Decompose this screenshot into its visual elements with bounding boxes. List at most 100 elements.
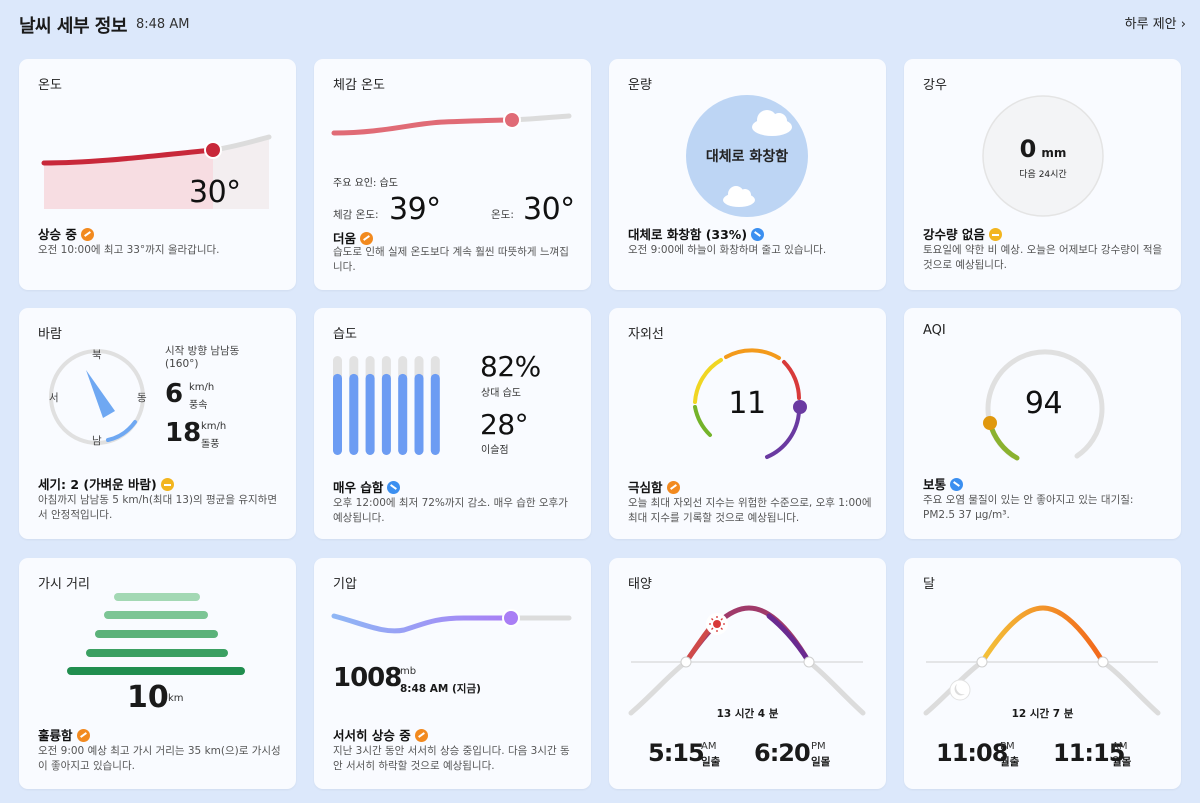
humidity-desc: 오후 12:00에 최저 72%까지 감소. 매우 습한 오후가 예상됩니다.	[333, 497, 568, 524]
chevron-right-icon: ›	[1180, 17, 1186, 32]
trend-up-icon	[414, 729, 428, 742]
rain-amount-value: 0	[1019, 135, 1037, 163]
trend-down-icon	[387, 481, 401, 494]
aqi-desc: 주요 오염 물질이 있는 안 좋아지고 있는 대기질: PM2.5 37 μg/…	[923, 494, 1134, 521]
wind-status: 세기: 2 (가벼운 바람)	[38, 474, 174, 493]
wind-gust-label: 돌풍	[201, 439, 220, 450]
humidity-value: 82%	[480, 350, 541, 383]
aqi-card[interactable]: AQI 94 보통 주요 오염 물질이 있는 안 좋아지고 있는 대기질: PM…	[904, 308, 1181, 539]
card-title: 가시 거리	[38, 577, 90, 592]
temperature-card[interactable]: 온도 30° 상승 중 오전 10:00에 최고 33°까지 올라갑니다.	[19, 59, 296, 290]
feels-status: 더움	[333, 228, 374, 247]
visibility-value: 10	[127, 680, 169, 715]
cloud-status: 대체로 화창함 (33%)	[628, 224, 765, 243]
feels-label: 체감 온도:	[333, 209, 379, 221]
wind-direction: 시작 방향 남남동	[165, 345, 240, 357]
humidity-bar-fill	[349, 373, 359, 455]
sunset-time: 6:20	[754, 739, 811, 767]
trend-down-icon	[751, 228, 765, 241]
wind-desc: 아침까지 남남동 5 km/h(최대 13)의 평균을 유지하면서 안정적입니다…	[38, 494, 277, 521]
daily-suggestion-link[interactable]: 하루 제안 ›	[1125, 13, 1186, 32]
visibility-card[interactable]: 가시 거리 10 km 훌륭함 오전 9:00 예상 최고 가시 거리는 35 …	[19, 558, 296, 789]
temp-value: 30°	[523, 192, 575, 227]
rain-card[interactable]: 강우 0 mm 다음 24시간 강수량 없음 토요일에 약한 비 예상. 오늘은…	[904, 59, 1181, 290]
wind-degrees: (160°)	[165, 358, 199, 370]
wind-card[interactable]: 바람 북 서 동 남 시작 방향 남남동 (160°) 6 km/h 풍속 18…	[19, 308, 296, 539]
humidity-bar-fill	[430, 373, 440, 455]
wind-speed-unit: km/h	[189, 382, 215, 393]
feels-desc: 습도로 인해 실제 온도보다 계속 훨씬 따뜻하게 느껴집니다.	[333, 246, 569, 273]
status-label: 매우 습함	[333, 480, 384, 495]
cloud-card[interactable]: 운량 대체로 화창함 대체로 화창함 (33%) 오전 9:00에 하늘이 화창…	[609, 59, 886, 290]
cloud-cover-graphic	[686, 95, 808, 217]
cloud-desc: 오전 9:00에 하늘이 화창하며 줄고 있습니다.	[628, 244, 827, 256]
moonrise-label: 월출	[1000, 756, 1020, 768]
humidity-bar-fill	[365, 373, 375, 455]
rain-amount-unit: mm	[1041, 146, 1067, 160]
status-label: 더움	[333, 231, 357, 246]
compass-north: 북	[92, 349, 102, 361]
sun-duration: 13 시간 4 분	[716, 708, 779, 720]
sunset-ampm: PM	[811, 741, 826, 752]
feels-like-card[interactable]: 체감 온도 주요 요인: 습도 체감 온도: 39° 온도: 30° 더움 습도…	[314, 59, 591, 290]
trend-up-icon	[76, 729, 90, 742]
trend-up-icon	[666, 481, 680, 494]
moonrise-time: 11:08	[936, 739, 1008, 767]
moon-card[interactable]: 달 12 시간 7 분 11:08 PM 월출 11:15 AM 월몰	[904, 558, 1181, 789]
pressure-status: 서서히 상승 중	[333, 725, 428, 744]
trend-down-icon	[950, 478, 964, 491]
wind-direction-arrow	[86, 370, 115, 418]
uv-desc: 오늘 최대 자외선 지수는 위험한 수준으로, 오후 1:00에 최대 지수를 …	[628, 497, 872, 524]
temperature-graph	[41, 134, 272, 209]
daily-suggestion-label: 하루 제안	[1124, 17, 1177, 32]
sunset-label: 일몰	[811, 756, 831, 768]
feels-factor: 주요 요인: 습도	[333, 178, 398, 189]
card-title: 체감 온도	[333, 78, 385, 93]
moon-duration: 12 시간 7 분	[1011, 708, 1074, 720]
sun-path-graph	[628, 605, 866, 716]
visibility-bars	[67, 593, 245, 675]
cloud-circle-text: 대체로 화창함	[705, 149, 789, 165]
sunrise-ampm: AM	[701, 741, 717, 752]
status-label: 보통	[923, 477, 947, 492]
wind-speed: 6	[165, 379, 184, 409]
uv-gauge	[693, 348, 807, 459]
aqi-gauge	[983, 349, 1105, 461]
card-title: 기압	[333, 577, 357, 592]
moonset-label: 월몰	[1112, 756, 1132, 768]
sunrise-label: 일출	[701, 756, 721, 768]
visibility-bar-1	[114, 593, 200, 601]
pressure-unit: mb	[400, 666, 417, 677]
visibility-status: 훌륭함	[38, 725, 90, 744]
humidity-bars	[333, 356, 440, 455]
card-title: 운량	[628, 78, 652, 93]
visibility-unit: km	[168, 693, 184, 704]
card-title: 온도	[38, 78, 62, 93]
humidity-bar-fill	[414, 373, 424, 455]
humidity-card[interactable]: 습도 82% 상대 습도 28° 이슬점 매우 습함 오후 12:00에 최저 …	[314, 308, 591, 539]
trend-up-icon	[80, 228, 94, 241]
visibility-bar-2	[104, 611, 208, 619]
card-title: 습도	[333, 327, 357, 342]
page-title: 날씨 세부 정보	[19, 16, 127, 37]
rain-amount: 0 mm	[983, 135, 1103, 163]
pressure-graph	[331, 609, 572, 634]
status-label: 서서히 상승 중	[333, 728, 411, 743]
status-label: 대체로 화창함 (33%)	[628, 227, 748, 242]
header-time: 8:48 AM	[136, 17, 190, 32]
moonset-ampm: AM	[1112, 741, 1128, 752]
cloud-icon	[752, 110, 792, 136]
moon-icon	[949, 679, 971, 701]
humidity-status: 매우 습함	[333, 477, 401, 496]
uv-value: 11	[728, 386, 766, 421]
feels-value: 39°	[389, 192, 441, 227]
sun-card[interactable]: 태양 13 시간 4 분 5:15 AM 일출 6:20 PM 일몰	[609, 558, 886, 789]
humidity-bar-fill	[333, 373, 342, 455]
uv-status: 극심함	[628, 477, 680, 496]
dew-point-value: 28°	[480, 408, 529, 441]
uv-card[interactable]: 자외선 11 극심함 오늘 최대 자외선 지수는 위험한 수준으로, 오후 1:…	[609, 308, 886, 539]
pressure-card[interactable]: 기압 1008 mb 8:48 AM (지금) 서서히 상승 중 지난 3시간 …	[314, 558, 591, 789]
card-title: AQI	[923, 323, 946, 338]
humidity-bar-fill	[398, 373, 408, 455]
wind-speed-label: 풍속	[189, 400, 208, 411]
